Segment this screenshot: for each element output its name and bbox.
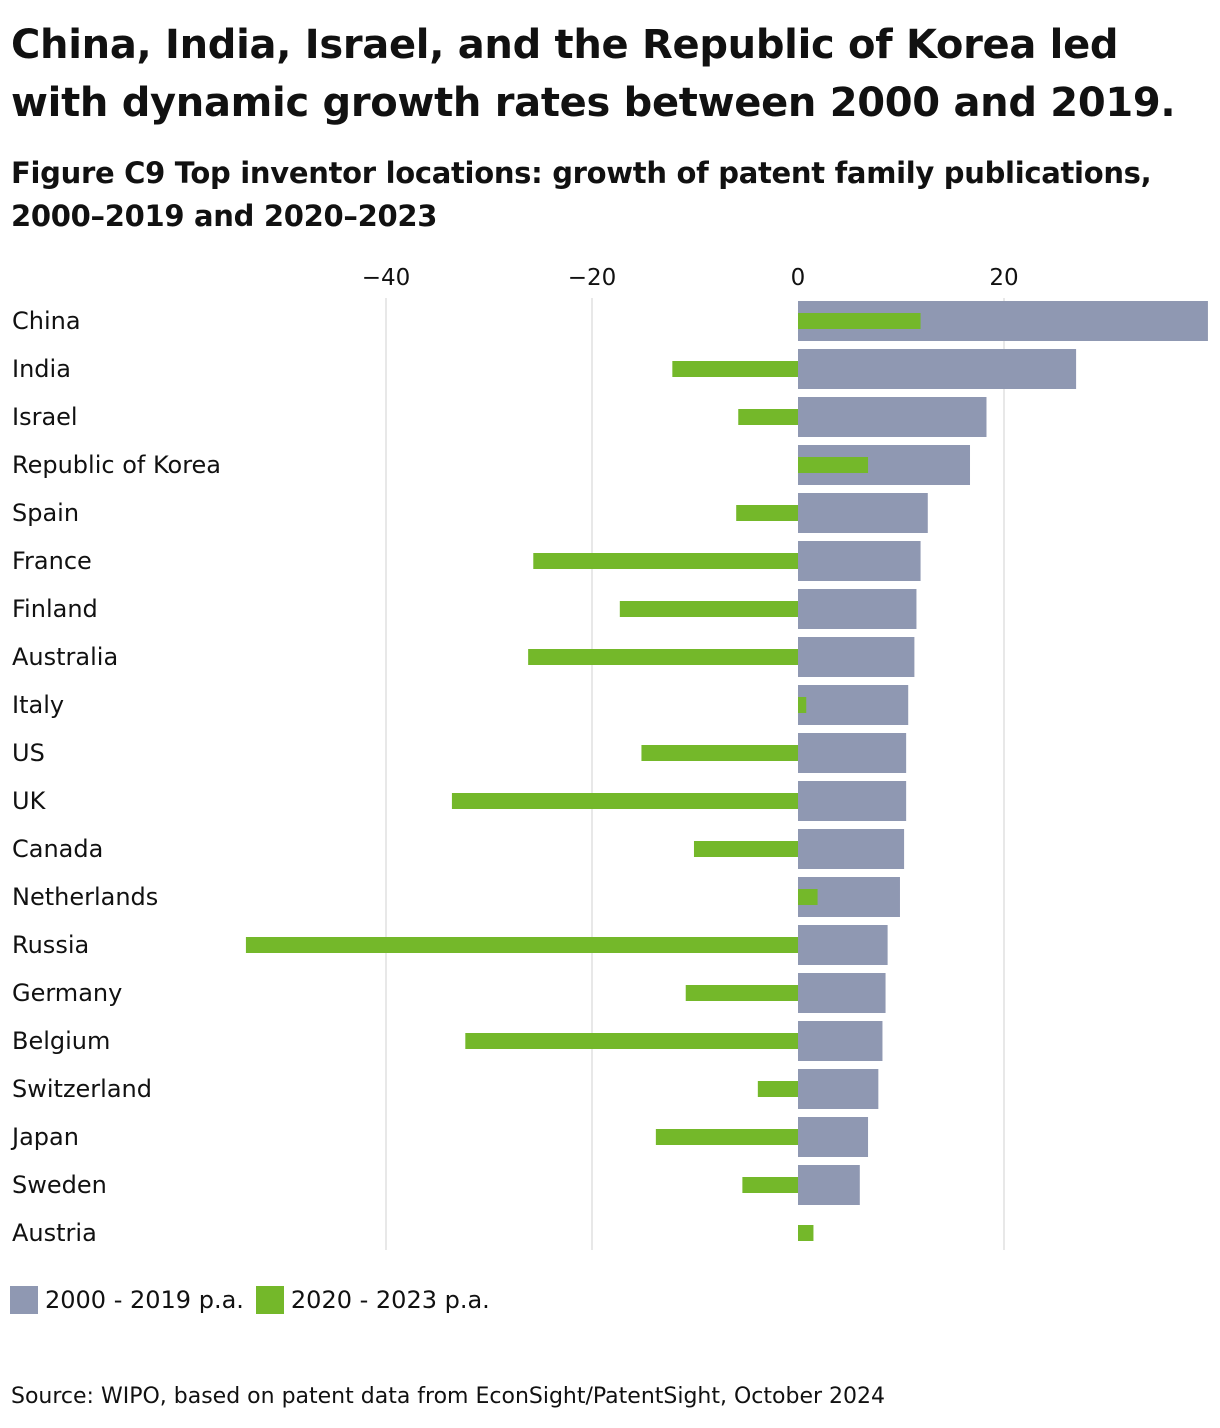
legend-swatch-2020-2023 [255, 1286, 284, 1314]
figure-title: Figure C9 Top inventor locations: growth… [11, 156, 1152, 233]
bar-2020-2023 [655, 1129, 798, 1145]
bar-2000-2019 [798, 685, 909, 725]
source-note: Source: WIPO, based on patent data from … [11, 1384, 886, 1409]
legend: 2000 - 2019 p.a. 2020 - 2023 p.a. [10, 1282, 502, 1318]
category-label: Austria [12, 1219, 97, 1247]
category-label: Belgium [12, 1027, 110, 1055]
bar-2020-2023 [798, 889, 818, 905]
category-label: Russia [12, 931, 89, 959]
bar-2000-2019 [798, 541, 921, 581]
bar-2000-2019 [798, 973, 886, 1013]
category-label: Germany [12, 979, 122, 1007]
category-label: India [12, 355, 71, 383]
bar-2020-2023 [798, 313, 921, 329]
bar-2000-2019 [798, 589, 917, 629]
bar-2020-2023 [451, 793, 798, 809]
bar-2020-2023 [685, 985, 798, 1001]
bar-2020-2023 [798, 1225, 814, 1241]
bar-2020-2023 [672, 361, 798, 377]
category-label: Finland [12, 595, 98, 623]
bar-2000-2019 [798, 781, 907, 821]
headline: China, India, Israel, and the Republic o… [11, 22, 1176, 126]
bar-2000-2019 [798, 829, 905, 869]
bar-2020-2023 [798, 697, 807, 713]
legend-label-2000-2019: 2000 - 2019 p.a. [45, 1286, 244, 1314]
category-label: Spain [12, 499, 79, 527]
bar-2020-2023 [619, 601, 798, 617]
category-label: Netherlands [12, 883, 158, 911]
bar-2000-2019 [798, 1021, 883, 1061]
bar-2020-2023 [245, 937, 799, 953]
bar-2000-2019 [798, 733, 907, 773]
x-tick-label: −40 [362, 265, 411, 291]
bar-2000-2019 [798, 349, 1077, 389]
bar-2020-2023 [798, 457, 869, 473]
bar-2000-2019 [798, 925, 888, 965]
x-tick-label: 0 [791, 265, 806, 291]
x-tick-label: −20 [568, 265, 617, 291]
bar-2000-2019 [798, 637, 915, 677]
bar-2000-2019 [798, 1069, 879, 1109]
category-label: Italy [12, 691, 64, 719]
bar-2000-2019 [798, 1117, 869, 1157]
category-label: UK [12, 787, 47, 815]
bar-2020-2023 [528, 649, 798, 665]
category-label: Switzerland [12, 1075, 152, 1103]
category-label: Australia [12, 643, 118, 671]
category-label: Israel [12, 403, 78, 431]
x-tick-label: 20 [989, 265, 1018, 291]
category-label: Republic of Korea [12, 451, 221, 479]
legend-item-2020-2023: 2020 - 2023 p.a. [255, 1286, 490, 1314]
bar-2000-2019 [798, 493, 928, 533]
category-label: Canada [12, 835, 103, 863]
bar-2020-2023 [533, 553, 798, 569]
bar-2000-2019 [798, 1165, 860, 1205]
bar-2020-2023 [757, 1081, 798, 1097]
category-label: Sweden [12, 1171, 107, 1199]
bar-2020-2023 [641, 745, 798, 761]
legend-swatch-2000-2019 [10, 1286, 38, 1314]
bar-2000-2019 [798, 397, 987, 437]
bar-2020-2023 [738, 409, 798, 425]
category-label: France [12, 547, 92, 575]
legend-label-2020-2023: 2020 - 2023 p.a. [290, 1286, 490, 1314]
legend-item-2000-2019: 2000 - 2019 p.a. [10, 1286, 244, 1314]
category-label: China [12, 307, 81, 335]
bar-2020-2023 [736, 505, 798, 521]
bar-chart: −40 −20 0 20 China India Israel Republic of Kor… [10, 265, 1208, 1250]
bar-2020-2023 [693, 841, 798, 857]
bar-2020-2023 [742, 1177, 798, 1193]
bar-2020-2023 [465, 1033, 798, 1049]
category-label: Japan [10, 1123, 79, 1151]
category-label: US [12, 739, 45, 767]
